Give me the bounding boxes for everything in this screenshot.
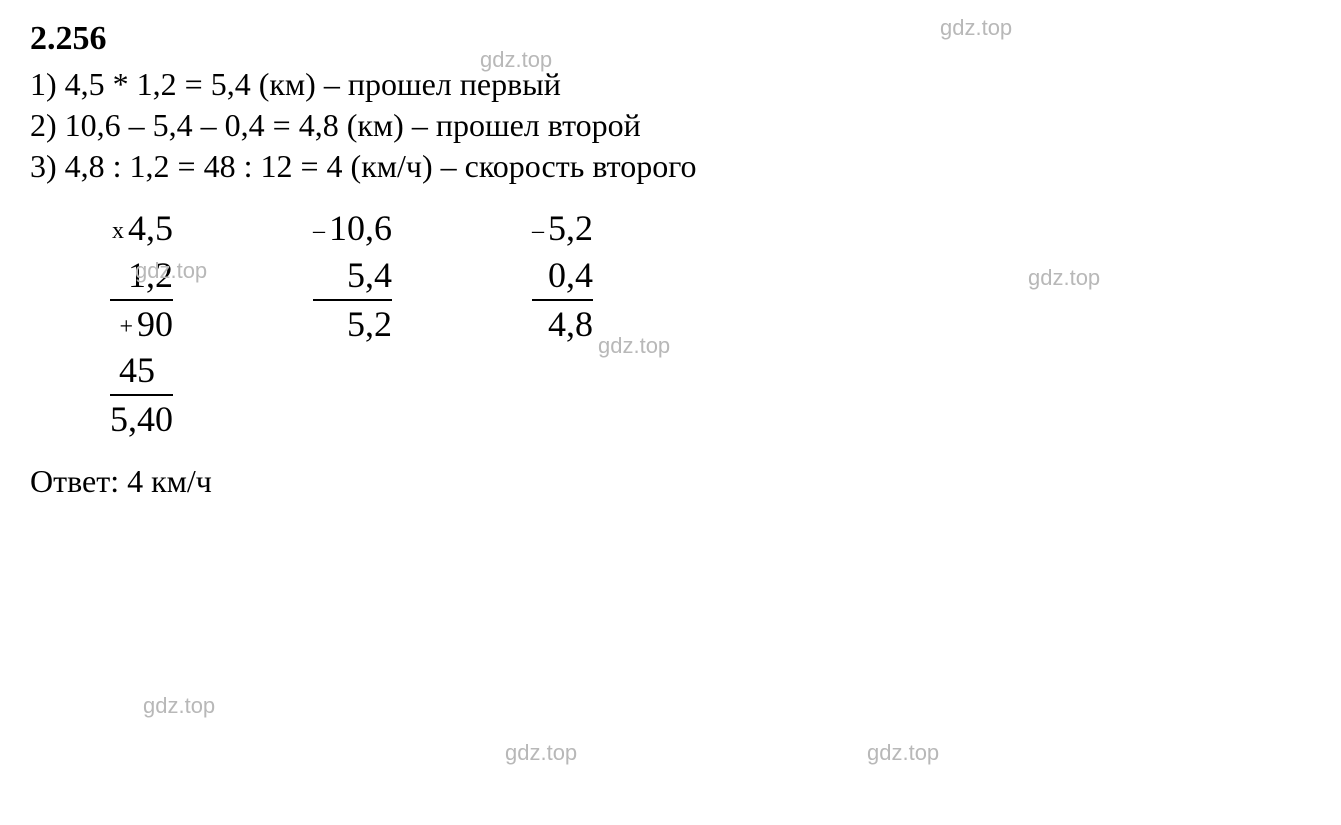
step-2: 2) 10,6 – 5,4 – 0,4 = 4,8 (км) – прошел …	[30, 107, 1311, 144]
calc2-line1: 10,6	[329, 208, 392, 248]
watermark-2: gdz.top	[135, 258, 207, 284]
watermark-7: gdz.top	[867, 740, 939, 766]
calc3-line1: 5,2	[548, 208, 593, 248]
problem-number: 2.256	[30, 20, 1311, 58]
answer: Ответ: 4 км/ч	[30, 463, 1311, 500]
minus-sign-2: –	[532, 216, 544, 247]
calc1-line4: 45	[119, 350, 173, 390]
watermark-6: gdz.top	[505, 740, 577, 766]
calc3-line2: 0,4	[548, 255, 593, 295]
multiply-sign: х	[112, 216, 124, 247]
watermark-3: gdz.top	[598, 333, 670, 359]
watermark-4: gdz.top	[1028, 265, 1100, 291]
calc-subtraction-1: –10,6 5,4 5,2	[313, 205, 392, 443]
step-3: 3) 4,8 : 1,2 = 48 : 12 = 4 (км/ч) – скор…	[30, 148, 1311, 185]
plus-sign: +	[119, 312, 133, 343]
calc2-line2: 5,4	[347, 255, 392, 295]
calculations-row: х4,5 1,2 +90 45 5,40 –10,6 5,4 5,2 –5,2 …	[110, 205, 1311, 443]
calc1-line1: 4,5	[128, 208, 173, 248]
calc1-line3: 90	[137, 304, 173, 344]
calc1-result: 5,40	[110, 399, 173, 439]
calc-multiplication: х4,5 1,2 +90 45 5,40	[110, 205, 173, 443]
calc2-result: 5,2	[347, 304, 392, 344]
step-1: 1) 4,5 * 1,2 = 5,4 (км) – прошел первый	[30, 66, 1311, 103]
watermark-5: gdz.top	[143, 693, 215, 719]
calc3-result: 4,8	[548, 304, 593, 344]
watermark-1: gdz.top	[480, 47, 552, 73]
minus-sign-1: –	[313, 216, 325, 247]
calc-subtraction-2: –5,2 0,4 4,8	[532, 205, 593, 443]
watermark-0: gdz.top	[940, 15, 1012, 41]
